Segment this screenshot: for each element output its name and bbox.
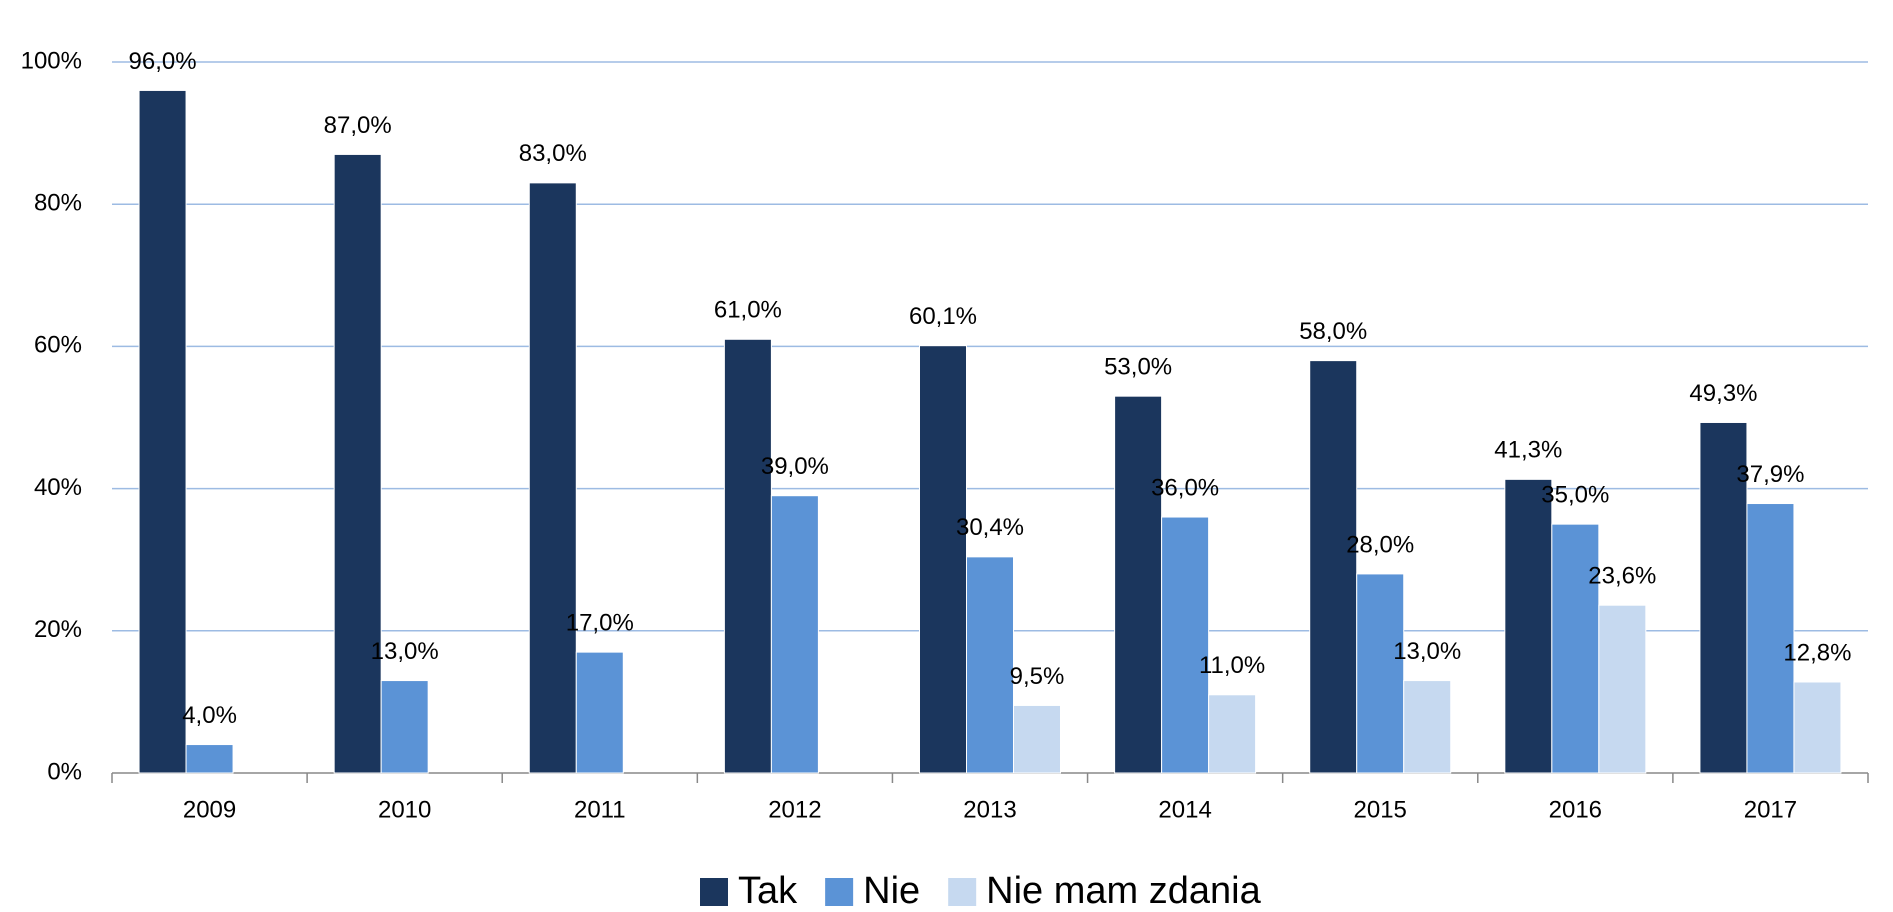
data-label: 4,0% bbox=[182, 702, 237, 729]
x-tick-label: 2016 bbox=[1549, 796, 1602, 823]
data-label: 49,3% bbox=[1689, 380, 1757, 407]
x-tick-label: 2010 bbox=[378, 796, 431, 823]
y-tick-label: 20% bbox=[34, 616, 82, 643]
bar bbox=[380, 680, 429, 774]
data-label: 11,0% bbox=[1199, 652, 1265, 679]
bar bbox=[966, 556, 1014, 774]
y-tick-label: 0% bbox=[47, 758, 82, 785]
data-label: 28,0% bbox=[1346, 531, 1414, 558]
data-label: 9,5% bbox=[1010, 663, 1065, 690]
bar bbox=[575, 651, 624, 774]
legend-label: Nie bbox=[863, 870, 920, 912]
y-tick-label: 60% bbox=[34, 332, 82, 359]
x-tick-label: 2009 bbox=[183, 796, 236, 823]
data-label: 13,0% bbox=[371, 638, 439, 665]
legend-label: Tak bbox=[738, 870, 798, 912]
bar bbox=[770, 495, 819, 774]
legend-swatch bbox=[825, 878, 854, 906]
data-label: 53,0% bbox=[1104, 354, 1172, 381]
bar bbox=[1403, 680, 1452, 774]
bar bbox=[1551, 523, 1600, 774]
data-label: 30,4% bbox=[956, 514, 1024, 541]
data-label: 96,0% bbox=[129, 48, 197, 75]
legend-label: Nie mam zdania bbox=[986, 870, 1261, 912]
x-tick-label: 2017 bbox=[1744, 796, 1797, 823]
data-label: 60,1% bbox=[909, 303, 977, 330]
bar bbox=[1793, 681, 1842, 774]
bar bbox=[185, 744, 234, 774]
y-tick-label: 100% bbox=[21, 47, 82, 74]
bar bbox=[1114, 395, 1163, 774]
bar bbox=[333, 153, 382, 774]
bar bbox=[1504, 478, 1553, 774]
bar bbox=[1208, 694, 1257, 774]
bar bbox=[138, 89, 187, 774]
data-label: 41,3% bbox=[1494, 437, 1562, 464]
x-tick-label: 2013 bbox=[963, 796, 1016, 823]
legend-swatch bbox=[700, 878, 728, 906]
data-label: 13,0% bbox=[1393, 638, 1461, 665]
data-label: 83,0% bbox=[519, 140, 587, 167]
bar bbox=[528, 182, 577, 774]
bar bbox=[1699, 421, 1748, 774]
data-label: 39,0% bbox=[761, 453, 829, 480]
y-tick-label: 40% bbox=[34, 474, 82, 501]
bar bbox=[1161, 516, 1210, 774]
bar bbox=[1013, 704, 1061, 774]
bar bbox=[1356, 573, 1405, 774]
data-label: 35,0% bbox=[1541, 481, 1609, 508]
x-tick-label: 2014 bbox=[1158, 796, 1211, 823]
y-tick-label: 80% bbox=[34, 190, 82, 217]
bar bbox=[1598, 604, 1647, 774]
x-tick-label: 2012 bbox=[768, 796, 821, 823]
data-label: 12,8% bbox=[1783, 639, 1851, 666]
bar bbox=[919, 345, 967, 774]
x-tick-label: 2015 bbox=[1354, 796, 1407, 823]
bar bbox=[1746, 503, 1795, 774]
data-label: 58,0% bbox=[1299, 318, 1367, 345]
x-tick-label: 2011 bbox=[574, 796, 626, 823]
data-label: 17,0% bbox=[566, 609, 634, 636]
data-label: 37,9% bbox=[1736, 461, 1804, 488]
data-label: 23,6% bbox=[1588, 563, 1656, 590]
data-label: 61,0% bbox=[714, 297, 782, 324]
data-label: 36,0% bbox=[1151, 474, 1219, 501]
bar bbox=[723, 338, 772, 774]
bar bbox=[1309, 360, 1358, 774]
legend-swatch bbox=[948, 878, 977, 906]
data-label: 87,0% bbox=[324, 112, 392, 139]
